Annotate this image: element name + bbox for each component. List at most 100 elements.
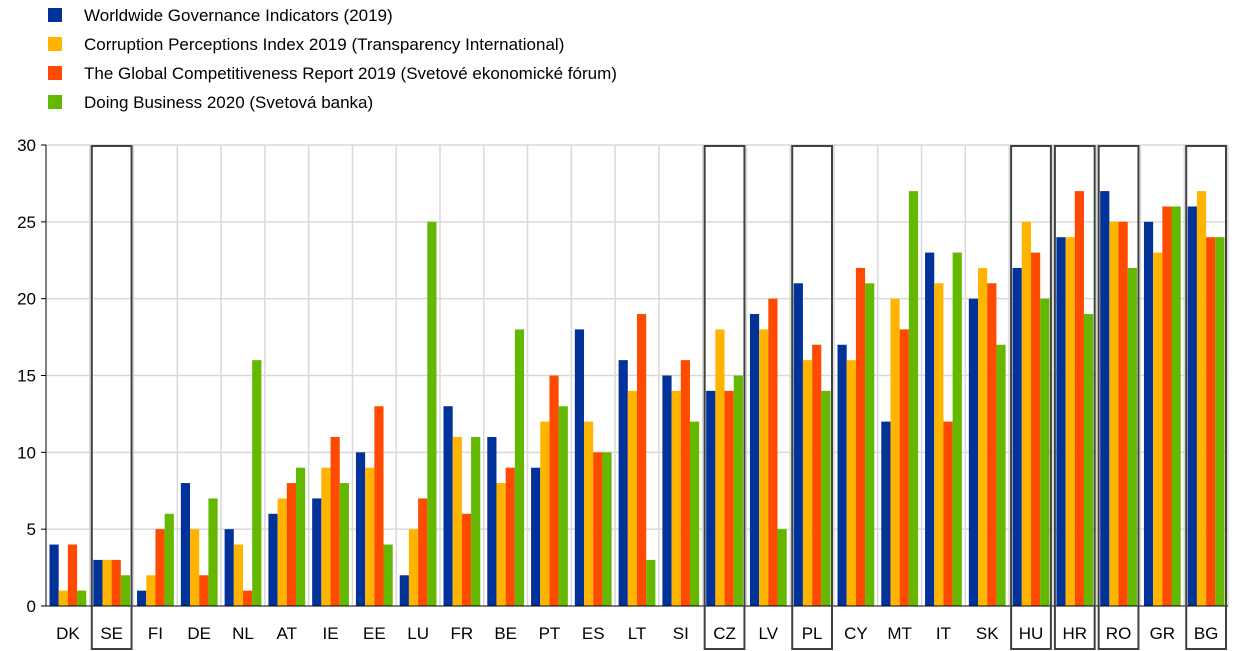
bar <box>812 344 822 606</box>
bar <box>724 390 734 606</box>
bar <box>637 314 647 606</box>
x-tick-label: IE <box>323 624 339 643</box>
bar <box>487 436 497 606</box>
bar <box>67 544 78 606</box>
bar <box>1127 267 1137 606</box>
bar <box>899 329 909 606</box>
bar <box>777 529 787 606</box>
bar <box>618 360 628 606</box>
bar <box>233 544 243 606</box>
y-tick-label: 5 <box>27 520 36 539</box>
bar <box>408 529 419 606</box>
x-tick-label: PL <box>802 624 823 643</box>
bar <box>146 575 156 606</box>
x-tick-label: ES <box>582 624 605 643</box>
bar <box>908 191 919 606</box>
x-tick-label: EE <box>363 624 386 643</box>
x-tick-label: CZ <box>713 624 736 643</box>
bar <box>671 390 681 606</box>
y-tick-label: 0 <box>27 597 36 616</box>
bar <box>662 375 672 606</box>
bar <box>733 375 743 606</box>
bar <box>1074 191 1084 606</box>
bar <box>602 452 612 606</box>
bar <box>680 360 690 606</box>
bar <box>821 390 831 606</box>
x-tick-label: HR <box>1062 624 1087 643</box>
legend-swatch <box>48 95 62 109</box>
bar <box>321 467 331 606</box>
y-tick-label: 15 <box>17 367 36 386</box>
legend: Worldwide Governance Indicators (2019) Co… <box>48 6 617 112</box>
bar <box>1187 206 1197 606</box>
highlight-box <box>703 145 746 650</box>
bar <box>443 406 453 606</box>
x-tick-label: CY <box>844 624 868 643</box>
bar <box>496 483 506 606</box>
bar <box>987 283 997 606</box>
x-axis-ticks: DK SE FI DE NL AT IE EE LU FR BE PT ES LT SI CZ LV PL CY MT… <box>56 624 1218 643</box>
bar <box>180 483 191 606</box>
bar <box>471 436 481 606</box>
bar <box>208 498 218 606</box>
bar <box>111 559 121 606</box>
bar <box>1153 252 1163 607</box>
bar <box>461 513 472 606</box>
x-tick-label: NL <box>232 624 254 643</box>
x-tick-label: BE <box>494 624 517 643</box>
bar <box>1206 237 1216 606</box>
bar <box>224 529 234 606</box>
bar <box>1196 191 1207 606</box>
bar <box>137 590 147 606</box>
bar <box>77 590 87 606</box>
bar <box>531 467 541 606</box>
x-tick-label: MT <box>887 624 912 643</box>
bar <box>427 221 437 607</box>
legend-label: Doing Business 2020 (Svetová banka) <box>84 93 373 112</box>
y-tick-label: 25 <box>17 213 36 232</box>
highlight-box <box>90 145 133 650</box>
x-tick-label: AT <box>277 624 297 643</box>
y-tick-label: 10 <box>17 443 36 462</box>
x-tick-label: LV <box>759 624 779 643</box>
bar <box>365 467 375 606</box>
bar <box>418 498 428 606</box>
y-tick-label: 30 <box>17 136 36 155</box>
bar <box>374 406 384 606</box>
bar <box>120 575 131 606</box>
bar <box>706 390 716 606</box>
bar <box>627 390 637 606</box>
bar <box>715 329 725 606</box>
bar <box>1056 237 1066 606</box>
x-tick-label: SE <box>100 624 123 643</box>
legend-swatch <box>48 8 62 22</box>
bar <box>505 467 515 606</box>
x-tick-label: DK <box>56 624 80 643</box>
bar <box>768 298 778 606</box>
highlight-box <box>1097 145 1140 650</box>
bar <box>58 590 68 606</box>
bar <box>584 421 594 606</box>
bar <box>1215 237 1225 606</box>
bar <box>978 267 988 606</box>
bar <box>286 483 296 606</box>
bar <box>452 436 462 606</box>
bar <box>952 252 962 607</box>
bar <box>540 421 550 606</box>
bar <box>1143 221 1154 607</box>
x-tick-label: LU <box>407 624 429 643</box>
x-tick-label: IT <box>936 624 951 643</box>
bars <box>49 191 1225 607</box>
bar <box>1012 267 1022 606</box>
bar <box>1118 221 1128 607</box>
bar <box>339 483 349 606</box>
x-tick-label: GR <box>1150 624 1176 643</box>
x-tick-label: HU <box>1019 624 1044 643</box>
gridlines <box>46 144 1229 606</box>
y-tick-label: 20 <box>17 290 36 309</box>
bar <box>837 344 847 606</box>
bar <box>846 360 856 606</box>
bar <box>890 298 900 606</box>
bar <box>268 513 278 606</box>
